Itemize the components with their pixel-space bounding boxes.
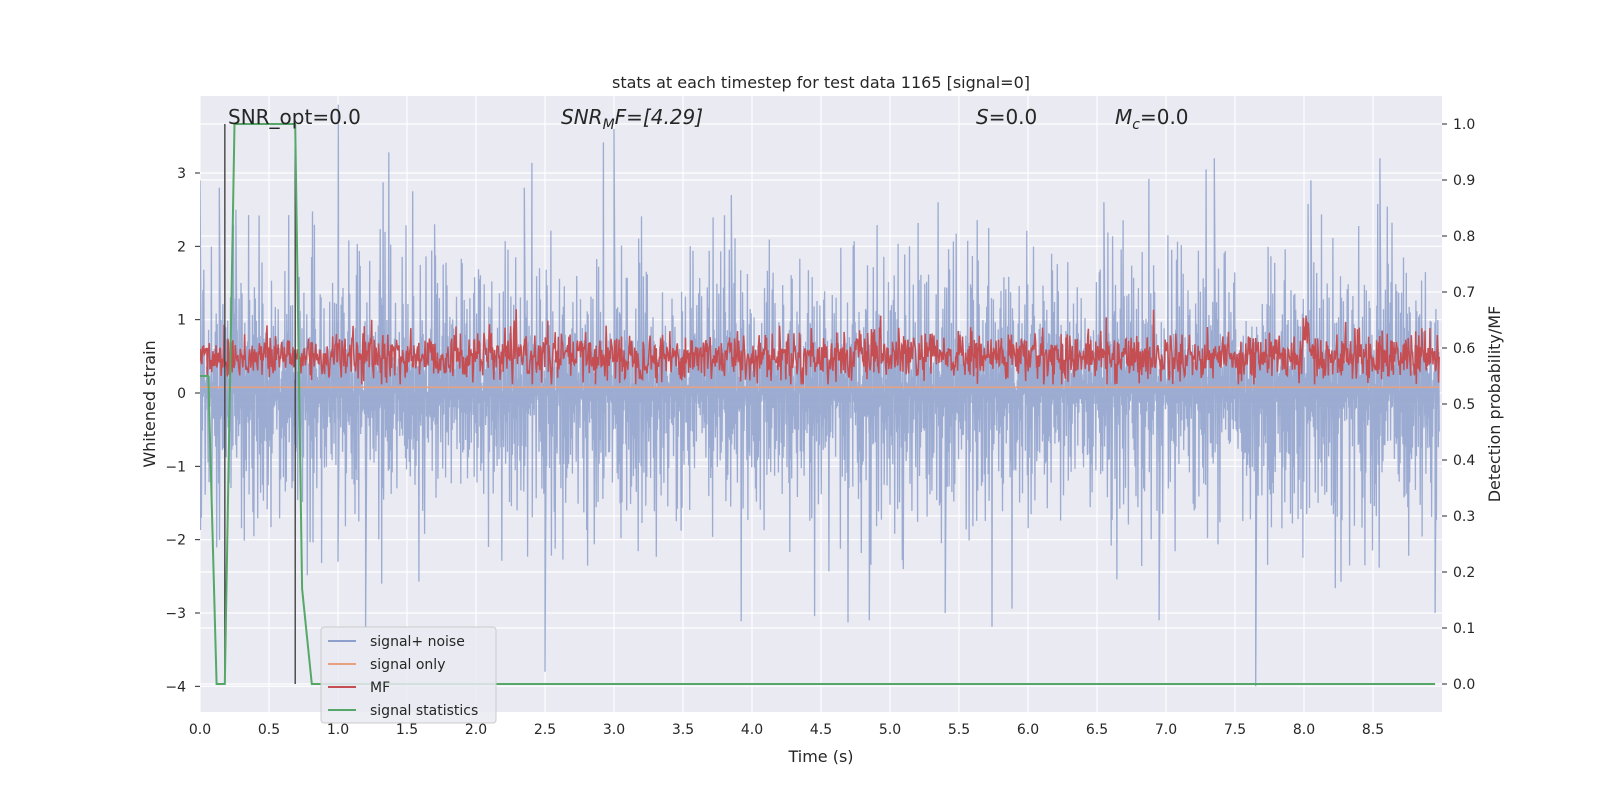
x-tick-label: 6.5 (1086, 722, 1108, 738)
y-tick-label: 0 (177, 386, 186, 402)
y-right-tick-label: 0.6 (1453, 341, 1475, 357)
legend-label-signal-noise: signal+ noise (370, 634, 465, 650)
annotation-snr-mf: SNRMF=[4.29] (561, 105, 703, 133)
y-right-tick-label: 0.4 (1453, 453, 1475, 469)
legend-label-signal-statistics: signal statistics (370, 703, 478, 719)
x-tick-label: 5.0 (879, 722, 901, 738)
y-right-tick-labels: 1.0 0.9 0.8 0.7 0.6 0.5 0.4 0.3 0.2 0.1 0.0 (1442, 117, 1475, 693)
annotation-mc: Mc=0.0 (1115, 105, 1189, 133)
x-tick-label: 4.0 (741, 722, 763, 738)
y-right-axis-label: Detection probability/MF (1485, 306, 1504, 503)
y-tick-label: −3 (165, 606, 186, 622)
series-signal-noise (200, 104, 1440, 687)
y-tick-labels: 3 2 1 0 −1 −2 −3 −4 (165, 166, 200, 695)
legend-label-signal-only: signal only (370, 657, 445, 673)
y-right-tick-label: 0.5 (1453, 397, 1475, 413)
y-right-tick-label: 0.8 (1453, 229, 1475, 245)
annotation-snr-opt: SNR_opt=0.0 (228, 105, 361, 129)
y-right-tick-label: 0.2 (1453, 565, 1475, 581)
mc-value: =0.0 (1140, 105, 1189, 129)
y-tick-label: −2 (165, 533, 186, 549)
annotation-s: S=0.0 (976, 105, 1037, 129)
series-signal-statistics (200, 123, 1436, 685)
legend-box (320, 626, 497, 724)
s-value: =0.0 (989, 105, 1038, 129)
legend-label-mf: MF (370, 680, 390, 696)
x-tick-label: 5.5 (948, 722, 970, 738)
y-axis-label: Whitened strain (140, 340, 159, 467)
x-tick-labels: 0.0 0.5 1.0 1.5 2.0 2.5 3.0 3.5 4.0 4.5 5.0 5.5 6.0 6… (189, 722, 1384, 738)
y-right-tick-label: 0.3 (1453, 509, 1475, 525)
y-tick-label: −4 (165, 679, 186, 695)
mc-subscript: c (1132, 117, 1140, 133)
x-tick-label: 8.0 (1293, 722, 1315, 738)
y-right-tick-label: 0.1 (1453, 621, 1475, 637)
legend: signal+ noise signal only MF signal stat… (320, 626, 497, 724)
x-axis-label: Time (s) (787, 747, 853, 766)
y-right-tick-label: 0.0 (1453, 677, 1475, 693)
y-tick-label: 1 (177, 313, 186, 329)
chart-title: stats at each timestep for test data 116… (612, 73, 1030, 92)
y-tick-label: 2 (177, 239, 186, 255)
x-tick-label: 7.5 (1224, 722, 1246, 738)
y-tick-label: −1 (165, 459, 186, 475)
x-tick-label: 8.5 (1362, 722, 1384, 738)
x-tick-label: 4.5 (810, 722, 832, 738)
y-right-tick-label: 0.7 (1453, 285, 1475, 301)
x-tick-label: 2.0 (465, 722, 487, 738)
x-tick-label: 6.0 (1017, 722, 1039, 738)
x-tick-label: 3.5 (672, 722, 694, 738)
x-tick-label: 3.0 (603, 722, 625, 738)
x-tick-label: 0.5 (258, 722, 280, 738)
y-tick-label: 3 (177, 166, 186, 182)
vertical-markers (224, 124, 296, 684)
x-tick-label: 1.5 (396, 722, 418, 738)
mc-symbol: M (1115, 105, 1132, 129)
y-right-tick-label: 1.0 (1453, 117, 1475, 133)
series-mf (200, 309, 1440, 385)
y-right-tick-label: 0.9 (1453, 173, 1475, 189)
snr-mf-symbol: SNR (561, 105, 603, 129)
x-tick-label: 7.0 (1155, 722, 1177, 738)
x-tick-label: 0.0 (189, 722, 211, 738)
snr-mf-value: F=[4.29] (615, 105, 703, 129)
x-tick-label: 2.5 (534, 722, 556, 738)
snr-mf-subscript: M (603, 117, 615, 133)
x-tick-label: 1.0 (327, 722, 349, 738)
s-symbol: S (976, 105, 989, 129)
